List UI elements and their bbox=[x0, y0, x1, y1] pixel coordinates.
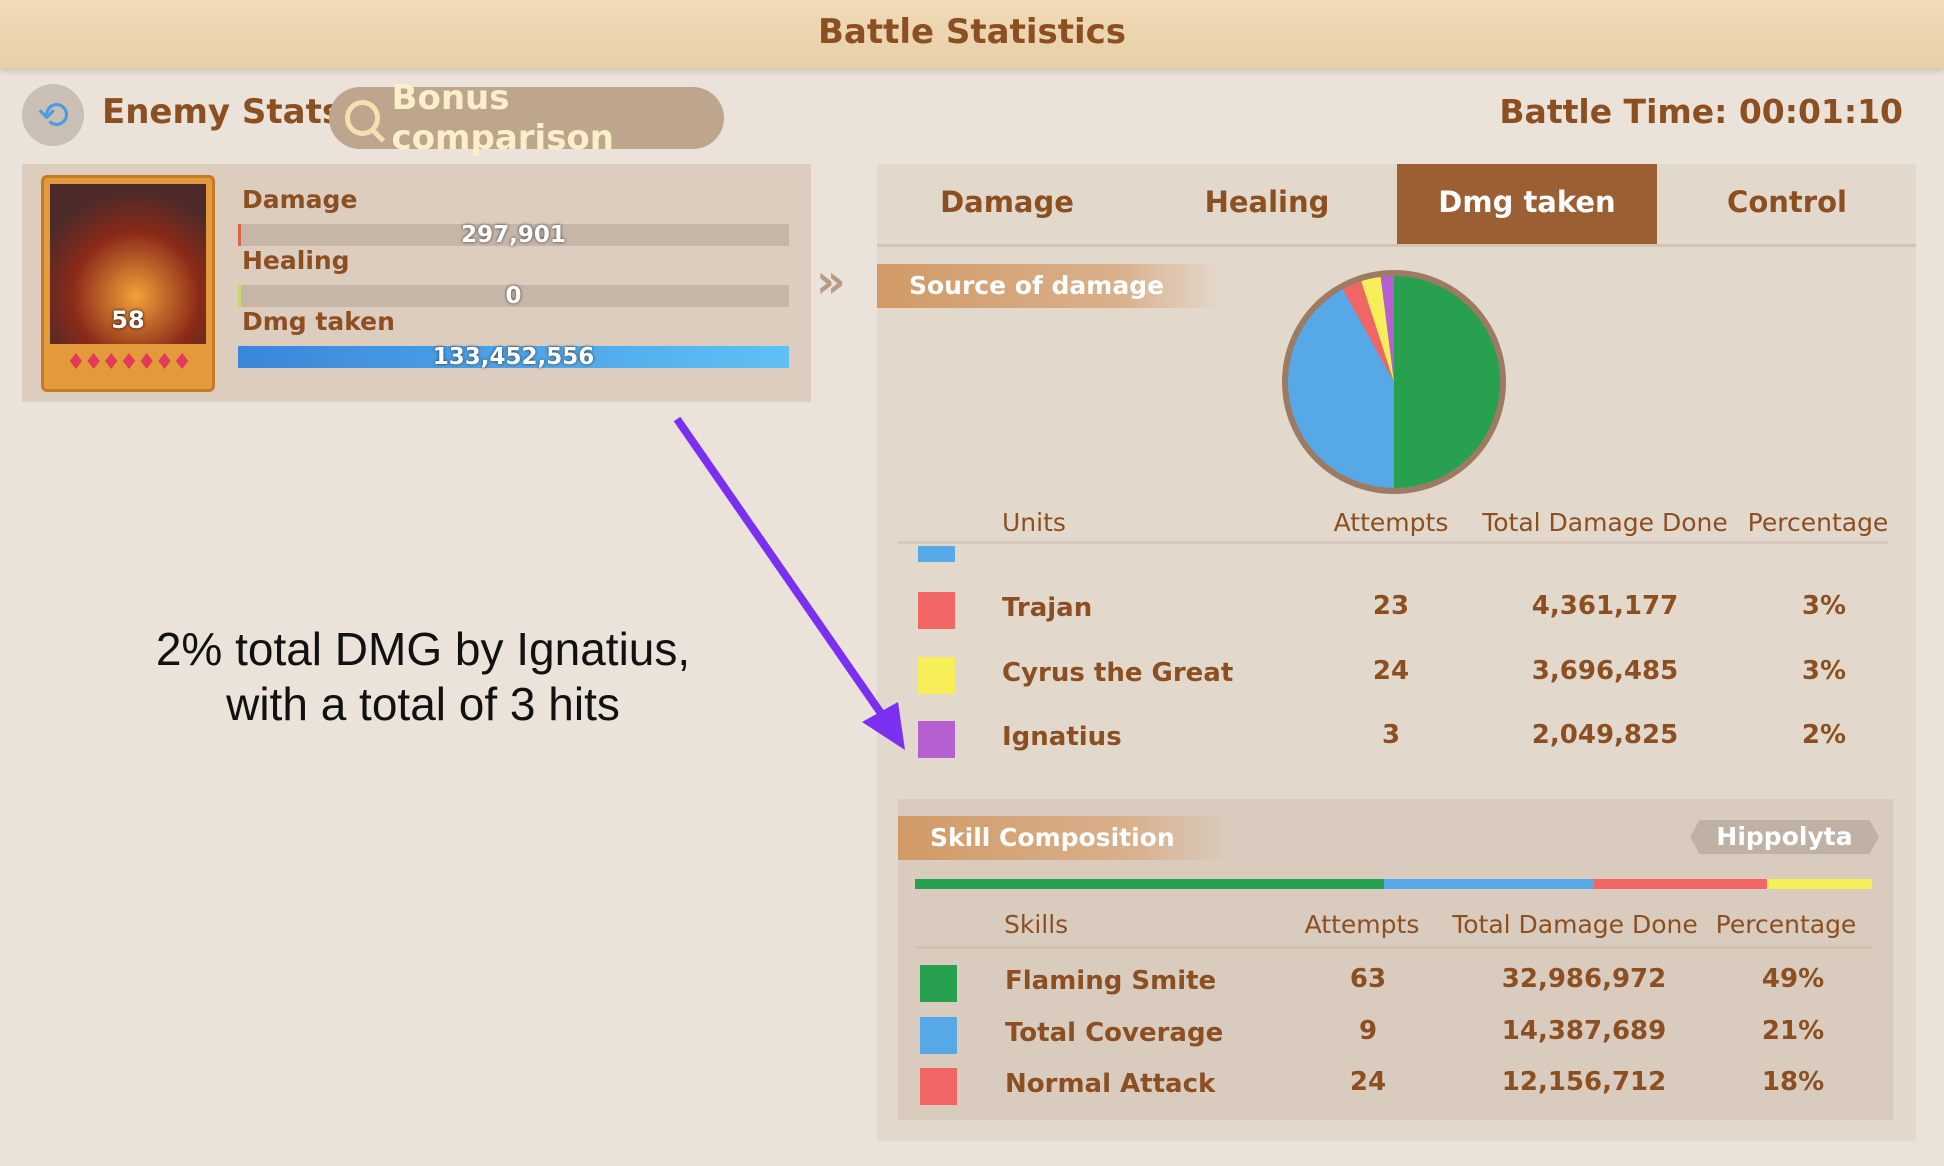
hero-selector-hippolyta[interactable]: Hippolyta bbox=[1690, 820, 1879, 854]
source-header-3: Percentage bbox=[1747, 508, 1889, 537]
skill-color-swatch bbox=[920, 1068, 957, 1105]
skill-attempts: 63 bbox=[1349, 964, 1387, 994]
skill-name: Total Coverage bbox=[1005, 1018, 1224, 1048]
tab-dmg-taken[interactable]: Dmg taken bbox=[1397, 164, 1657, 244]
skill-composition-banner: Skill Composition bbox=[898, 816, 1228, 860]
skill-bar-segment-0 bbox=[915, 879, 1384, 889]
skill-percentage: 21% bbox=[1761, 1016, 1825, 1046]
hero-avatar bbox=[50, 184, 206, 344]
skill-name: Normal Attack bbox=[1005, 1069, 1216, 1099]
back-swap-icon[interactable]: ⟲ bbox=[22, 84, 84, 146]
stat-bar-fill bbox=[238, 224, 241, 246]
unit-attempts: 3 bbox=[1381, 720, 1401, 750]
bonus-comparison-label: Bonus comparison bbox=[391, 78, 614, 158]
source-header-0: Units bbox=[1002, 508, 1066, 537]
source-header-2: Total Damage Done bbox=[1482, 508, 1728, 537]
stat-bar-1: 0 bbox=[238, 283, 789, 309]
bonus-comparison-button[interactable]: Bonus comparison bbox=[329, 78, 724, 158]
skill-total-damage: 12,156,712 bbox=[1501, 1067, 1667, 1097]
skill-bar-segment-3 bbox=[1766, 879, 1872, 889]
skill-composition-bar bbox=[915, 879, 1872, 889]
unit-total-damage: 2,049,825 bbox=[1531, 720, 1679, 750]
damage-source-pie bbox=[1282, 270, 1506, 494]
unit-total-damage: 3,696,485 bbox=[1531, 656, 1679, 686]
pie-slice-4 bbox=[1380, 276, 1394, 382]
double-chevron-right-icon[interactable]: » bbox=[816, 254, 846, 308]
title-bar: Battle Statistics bbox=[0, 0, 1944, 68]
skill-name: Flaming Smite bbox=[1005, 966, 1217, 996]
stat-bar-fill bbox=[238, 346, 789, 368]
unit-name: Ignatius bbox=[1002, 722, 1122, 752]
skill-header-2: Total Damage Done bbox=[1452, 910, 1698, 939]
hero-stars: ♦♦♦♦♦♦♦ bbox=[65, 350, 192, 375]
unit-percentage: 3% bbox=[1801, 656, 1847, 686]
stat-bar-fill bbox=[238, 285, 241, 307]
unit-percentage: 3% bbox=[1801, 591, 1847, 621]
search-icon bbox=[345, 100, 380, 136]
skill-percentage: 18% bbox=[1761, 1067, 1825, 1097]
stat-value: 133,452,556 bbox=[432, 344, 595, 370]
enemy-stats-label[interactable]: Enemy Stats bbox=[102, 92, 343, 132]
unit-color-swatch bbox=[918, 592, 955, 629]
unit-color-swatch bbox=[918, 657, 955, 694]
unit-percentage: 2% bbox=[1801, 720, 1847, 750]
source-of-damage-banner: Source of damage bbox=[877, 264, 1221, 308]
skill-header-divider bbox=[915, 946, 1872, 949]
skill-percentage: 49% bbox=[1761, 964, 1825, 994]
unit-total-damage: 4,361,177 bbox=[1531, 591, 1679, 621]
pie-slice-1 bbox=[1288, 289, 1394, 488]
annotation-text: 2% total DMG by Ignatius, with a total o… bbox=[155, 623, 691, 730]
skill-total-damage: 32,986,972 bbox=[1501, 964, 1667, 994]
pie-slice-0 bbox=[1394, 276, 1500, 488]
pie-slice-2 bbox=[1342, 281, 1394, 382]
skill-bar-segment-2 bbox=[1594, 879, 1767, 889]
unit-name: Trajan bbox=[1002, 593, 1093, 623]
stat-value: 297,901 bbox=[461, 222, 566, 248]
skill-header-3: Percentage bbox=[1715, 910, 1857, 939]
tab-healing[interactable]: Healing bbox=[1204, 185, 1330, 219]
skill-header-1: Attempts bbox=[1304, 910, 1420, 939]
unit-swatch-clipped bbox=[918, 546, 955, 562]
stat-value: 0 bbox=[505, 283, 522, 309]
skill-total-damage: 14,387,689 bbox=[1501, 1016, 1667, 1046]
unit-name: Cyrus the Great bbox=[1002, 658, 1234, 688]
tab-divider bbox=[877, 244, 1916, 247]
stat-bar-2: 133,452,556 bbox=[238, 344, 789, 370]
header-divider bbox=[898, 541, 1888, 544]
pie-slice-3 bbox=[1361, 276, 1394, 382]
stat-label-0: Damage bbox=[242, 185, 358, 214]
stat-bar-0: 297,901 bbox=[238, 222, 789, 248]
skill-color-swatch bbox=[920, 965, 957, 1002]
tab-control[interactable]: Control bbox=[1727, 185, 1847, 219]
tab-damage[interactable]: Damage bbox=[940, 185, 1074, 219]
source-header-1: Attempts bbox=[1333, 508, 1449, 537]
unit-color-swatch bbox=[918, 721, 955, 758]
stat-label-1: Healing bbox=[242, 246, 350, 275]
skill-header-0: Skills bbox=[1004, 910, 1069, 939]
hero-portrait[interactable]: 58 ♦♦♦♦♦♦♦ bbox=[41, 175, 215, 392]
skill-bar-segment-1 bbox=[1383, 879, 1595, 889]
battle-time: Battle Time: 00:01:10 bbox=[1499, 92, 1903, 131]
unit-attempts: 23 bbox=[1372, 591, 1410, 621]
skill-attempts: 9 bbox=[1358, 1016, 1378, 1046]
skill-color-swatch bbox=[920, 1017, 957, 1054]
stat-label-2: Dmg taken bbox=[242, 307, 395, 336]
skill-attempts: 24 bbox=[1349, 1067, 1387, 1097]
unit-attempts: 24 bbox=[1372, 656, 1410, 686]
hero-level: 58 bbox=[111, 306, 145, 334]
